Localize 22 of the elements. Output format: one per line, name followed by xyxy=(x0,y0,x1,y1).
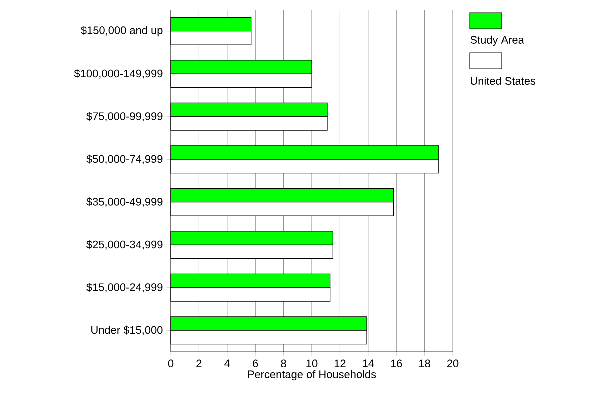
x-tick-label: 0 xyxy=(168,360,174,368)
x-tick-label: 14 xyxy=(363,360,374,368)
y-tick-label: $15,000-24,999 xyxy=(86,283,163,293)
x-tick-label: 4 xyxy=(224,360,230,368)
x-tick-label: 12 xyxy=(334,360,346,368)
y-tick-label: $100,000-149,999 xyxy=(74,69,163,79)
x-tick-label: 8 xyxy=(281,360,286,368)
x-tick-label: 6 xyxy=(253,360,258,368)
x-tick-label: 20 xyxy=(447,360,459,368)
y-tick-label: $25,000-34,999 xyxy=(86,240,163,250)
legend-label: Study Area xyxy=(470,36,524,46)
x-tick-label: 2 xyxy=(196,360,202,368)
y-tick-label: $50,000-74,999 xyxy=(86,154,163,164)
y-tick-label: $150,000 and up xyxy=(81,26,163,37)
legend-label: United States xyxy=(471,76,536,86)
x-tick-label: 16 xyxy=(391,360,402,368)
y-tick-label: $75,000-99,999 xyxy=(86,112,163,122)
y-tick-label: Under $15,000 xyxy=(92,326,163,336)
x-tick-label: 10 xyxy=(306,360,318,368)
y-tick-label: $35,000-49,999 xyxy=(86,198,163,208)
x-tick-label: 18 xyxy=(420,360,430,368)
x-axis-title: Percentage of Households xyxy=(248,370,376,381)
